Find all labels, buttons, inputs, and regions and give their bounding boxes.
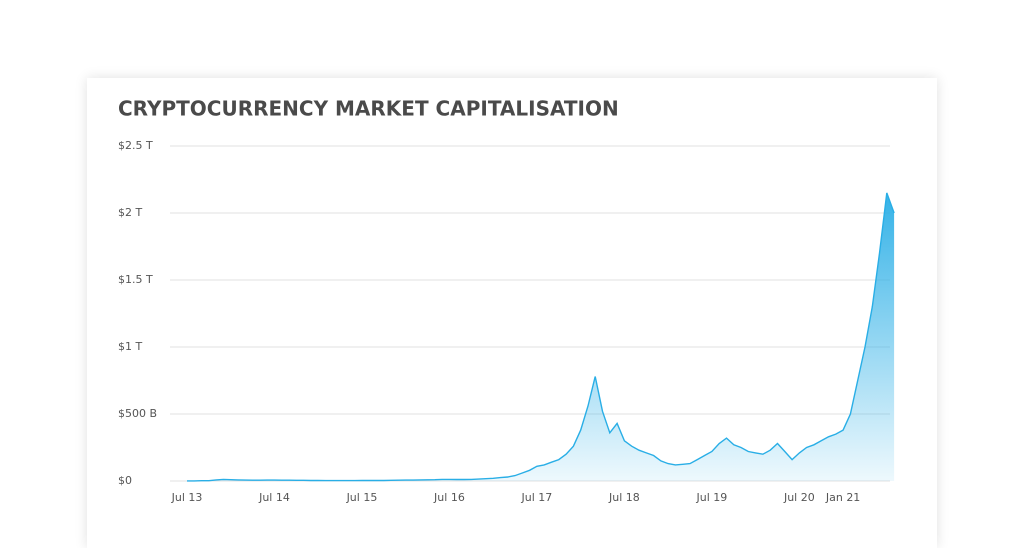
- area: [187, 192, 895, 481]
- y-tick-label: $2.5 T: [118, 139, 153, 152]
- y-tick-label: $0: [118, 474, 132, 487]
- x-tick-label: Jul 19: [695, 491, 727, 504]
- x-tick-label: Jan 21: [825, 491, 860, 504]
- x-tick-label: Jul 20: [783, 491, 815, 504]
- chart-title: CRYPTOCURRENCY MARKET CAPITALISATION: [118, 97, 619, 121]
- y-tick-label: $1.5 T: [118, 273, 153, 286]
- x-tick-label: Jul 17: [521, 491, 553, 504]
- chart: CRYPTOCURRENCY MARKET CAPITALISATION $0 $…: [118, 97, 895, 504]
- y-tick-label: $500 B: [118, 407, 157, 420]
- y-tick-label: $2 T: [118, 206, 142, 219]
- page: CRYPTOCURRENCY MARKET CAPITALISATION $0 $…: [118, 96, 895, 504]
- x-tick-label: Jul 13: [171, 491, 203, 504]
- x-tick-label: Jul 15: [346, 491, 378, 504]
- line: [187, 192, 895, 482]
- x-tick-label: Jul 18: [608, 491, 640, 504]
- x-tick-label: Jul 14: [258, 491, 290, 504]
- y-tick-label: $1 T: [118, 340, 142, 353]
- x-tick-label: Jul 16: [433, 491, 465, 504]
